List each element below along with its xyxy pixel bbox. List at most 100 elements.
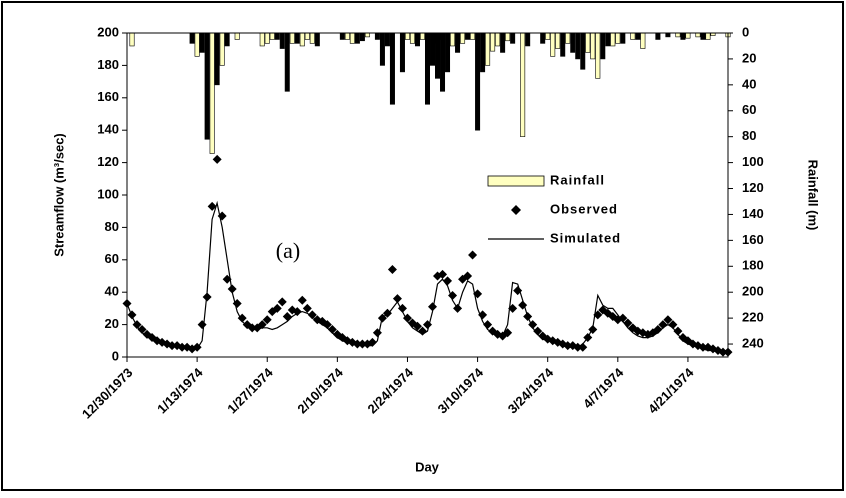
rain-bar bbox=[570, 32, 576, 53]
observed-point bbox=[483, 320, 493, 330]
rain-bar bbox=[585, 32, 591, 53]
rain-bar bbox=[470, 32, 476, 40]
observed-point bbox=[618, 313, 628, 323]
observed-point bbox=[227, 284, 237, 294]
observed-point bbox=[392, 294, 402, 304]
rain-bar bbox=[419, 32, 425, 40]
y2-tick-label: 180 bbox=[742, 258, 764, 273]
y-tick-label: 20 bbox=[105, 316, 119, 331]
x-tick-label: 1/13/1974 bbox=[154, 364, 206, 416]
rain-bar bbox=[279, 32, 285, 49]
rain-bar bbox=[374, 32, 380, 40]
y2-tick-label: 200 bbox=[742, 284, 764, 299]
x-tick-label: 2/24/1974 bbox=[365, 364, 417, 416]
rain-bar bbox=[314, 32, 320, 47]
observed-point bbox=[518, 300, 528, 310]
y2-axis-label: Rainfall (m) bbox=[806, 160, 821, 231]
rain-bar bbox=[389, 32, 395, 105]
y-tick-label: 200 bbox=[97, 24, 119, 39]
rain-bar bbox=[455, 32, 461, 53]
observed-point bbox=[297, 295, 307, 305]
y-tick-label: 60 bbox=[105, 251, 119, 266]
x-tick-label: 2/10/1974 bbox=[294, 364, 346, 416]
y-tick-label: 0 bbox=[112, 348, 119, 363]
observed-point bbox=[428, 302, 438, 312]
legend-label: Rainfall bbox=[550, 172, 605, 187]
rain-bar bbox=[450, 32, 456, 47]
observed-point bbox=[718, 347, 728, 357]
rain-bar bbox=[705, 32, 711, 40]
rain-bar bbox=[525, 32, 531, 47]
y-tick-label: 140 bbox=[97, 122, 119, 137]
y2-tick-label: 40 bbox=[742, 76, 756, 91]
observed-point bbox=[192, 342, 202, 352]
rain-bar bbox=[209, 32, 215, 154]
y2-tick-label: 80 bbox=[742, 128, 756, 143]
rain-bar bbox=[680, 32, 686, 40]
rain-bar bbox=[615, 32, 621, 44]
observed-point bbox=[217, 211, 227, 221]
rain-bar bbox=[274, 32, 280, 40]
rain-bar bbox=[545, 32, 551, 40]
rain-bar bbox=[194, 32, 200, 57]
rain-bar bbox=[234, 32, 240, 40]
observed-point bbox=[262, 315, 272, 325]
rain-bar bbox=[675, 32, 681, 38]
observed-point bbox=[327, 324, 337, 334]
rain-bar bbox=[354, 32, 360, 44]
observed-point bbox=[282, 312, 292, 321]
observed-point bbox=[533, 326, 543, 336]
rain-bar bbox=[620, 32, 626, 44]
observed-point bbox=[503, 328, 513, 338]
observed-point bbox=[668, 320, 678, 330]
rain-bar bbox=[540, 32, 546, 44]
y-tick-label: 180 bbox=[97, 57, 119, 72]
observed-point bbox=[438, 269, 448, 279]
observed-point bbox=[523, 312, 533, 321]
observed-point bbox=[272, 303, 282, 313]
observed-point bbox=[417, 326, 427, 336]
rain-bar bbox=[600, 32, 606, 60]
legend-swatch bbox=[511, 205, 521, 215]
rain-bar bbox=[299, 32, 305, 47]
rain-bar bbox=[475, 32, 481, 131]
rain-bar bbox=[655, 32, 661, 40]
y2-tick-label: 140 bbox=[742, 206, 764, 221]
y-tick-label: 80 bbox=[105, 219, 119, 234]
y2-tick-label: 220 bbox=[742, 310, 764, 325]
rain-bar bbox=[610, 32, 616, 47]
observed-point bbox=[593, 310, 603, 320]
observed-point bbox=[513, 286, 523, 296]
observed-point bbox=[367, 337, 377, 347]
rain-bar bbox=[685, 32, 691, 39]
observed-point bbox=[698, 342, 708, 352]
y2-tick-label: 240 bbox=[742, 335, 764, 350]
observed-point bbox=[443, 276, 453, 286]
rain-bar bbox=[404, 32, 410, 40]
rain-bar bbox=[304, 32, 310, 40]
y2-tick-label: 0 bbox=[742, 24, 749, 39]
observed-point bbox=[453, 303, 463, 313]
rain-bar bbox=[349, 32, 355, 44]
rain-bar bbox=[294, 32, 300, 44]
observed-point bbox=[232, 299, 242, 309]
observed-point bbox=[397, 303, 407, 313]
y2-tick-label: 20 bbox=[742, 50, 756, 65]
rain-bar bbox=[344, 32, 350, 40]
observed-point bbox=[412, 321, 422, 331]
rain-bar bbox=[480, 32, 486, 73]
rain-bar bbox=[565, 32, 571, 44]
rain-bar bbox=[384, 32, 390, 47]
observed-point bbox=[307, 310, 317, 320]
observed-point bbox=[302, 303, 312, 313]
rain-bar bbox=[500, 32, 506, 53]
observed-point bbox=[508, 303, 518, 313]
x-tick-label: 12/30/1973 bbox=[79, 365, 136, 422]
observed-point bbox=[212, 154, 222, 164]
rain-bar bbox=[640, 32, 646, 49]
rain-bar bbox=[284, 32, 290, 92]
rain-bar bbox=[204, 32, 210, 140]
y-tick-label: 40 bbox=[105, 284, 119, 299]
observed-point bbox=[583, 333, 593, 343]
